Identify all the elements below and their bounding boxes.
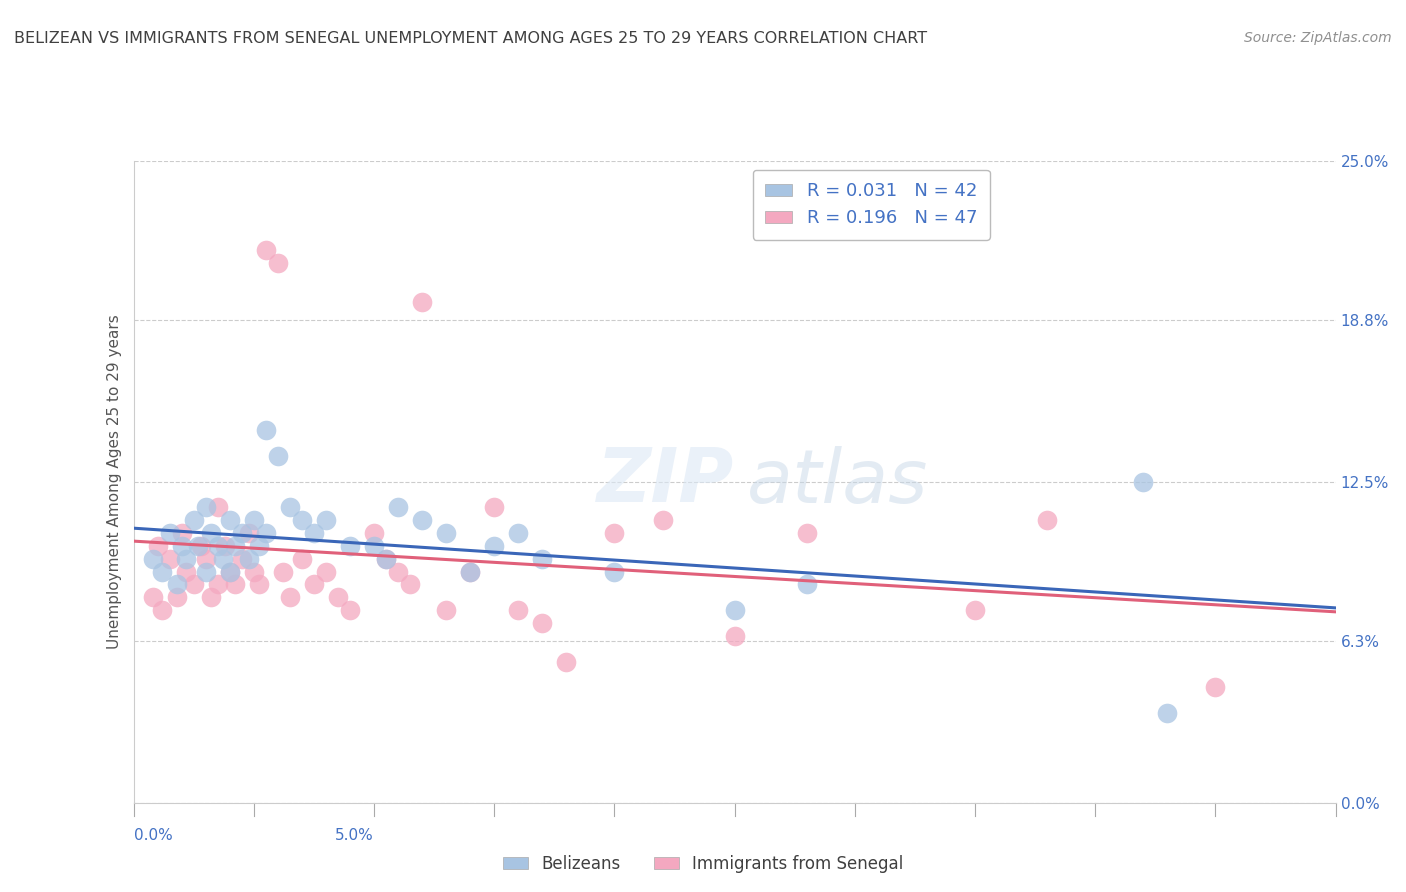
Legend: Belizeans, Immigrants from Senegal: Belizeans, Immigrants from Senegal [496,848,910,880]
Point [194,551,217,566]
Point [214,539,236,553]
Point [302,526,325,541]
Point [723,603,745,617]
Point [267,449,290,463]
Point [434,526,457,541]
Point [375,551,398,566]
Point [399,577,422,591]
Point [531,615,554,630]
Point [278,591,301,605]
Point [211,551,233,566]
Point [315,513,337,527]
Point [796,526,818,541]
Point [363,539,385,553]
Point [207,500,229,515]
Point [411,513,433,527]
Point [247,539,270,553]
Y-axis label: Unemployment Among Ages 25 to 29 years: Unemployment Among Ages 25 to 29 years [107,314,122,649]
Point [183,513,205,527]
Point [651,513,673,527]
Point [965,603,987,617]
Point [190,539,212,553]
Point [302,577,325,591]
Point [183,577,205,591]
Point [166,591,188,605]
Point [278,500,301,515]
Point [484,539,506,553]
Point [1132,475,1154,489]
Text: atlas: atlas [747,446,928,517]
Point [267,256,290,270]
Point [238,526,260,541]
Point [194,500,217,515]
Point [434,603,457,617]
Text: BELIZEAN VS IMMIGRANTS FROM SENEGAL UNEMPLOYMENT AMONG AGES 25 TO 29 YEARS CORRE: BELIZEAN VS IMMIGRANTS FROM SENEGAL UNEM… [14,31,927,46]
Point [387,565,409,579]
Point [207,577,229,591]
Point [218,565,240,579]
Point [152,565,174,579]
Point [238,551,260,566]
Point [1156,706,1178,720]
Point [166,577,188,591]
Point [254,244,277,258]
Point [363,526,385,541]
Point [291,551,314,566]
Point [218,513,240,527]
Point [187,539,209,553]
Point [142,591,165,605]
Legend: R = 0.031   N = 42, R = 0.196   N = 47: R = 0.031 N = 42, R = 0.196 N = 47 [752,169,990,240]
Point [339,603,361,617]
Point [176,565,198,579]
Point [218,565,240,579]
Point [194,565,217,579]
Point [508,526,530,541]
Point [555,655,578,669]
Point [200,526,222,541]
Point [326,591,349,605]
Point [207,539,229,553]
Point [339,539,361,553]
Text: 5.0%: 5.0% [335,829,374,844]
Point [152,603,174,617]
Point [458,565,481,579]
Point [247,577,270,591]
Point [484,500,506,515]
Point [170,526,193,541]
Point [243,565,266,579]
Point [231,551,253,566]
Point [142,551,165,566]
Point [531,551,554,566]
Point [200,591,222,605]
Point [176,551,198,566]
Point [315,565,337,579]
Point [254,526,277,541]
Point [1204,680,1226,694]
Point [224,577,246,591]
Text: Source: ZipAtlas.com: Source: ZipAtlas.com [1244,31,1392,45]
Point [231,526,253,541]
Point [159,551,181,566]
Point [254,423,277,437]
Point [291,513,314,527]
Point [458,565,481,579]
Point [508,603,530,617]
Point [603,565,626,579]
Point [224,539,246,553]
Point [1036,513,1059,527]
Text: ZIP: ZIP [598,445,734,518]
Point [411,294,433,309]
Point [387,500,409,515]
Point [170,539,193,553]
Point [243,513,266,527]
Point [796,577,818,591]
Point [375,551,398,566]
Point [146,539,169,553]
Point [603,526,626,541]
Text: 0.0%: 0.0% [134,829,173,844]
Point [271,565,294,579]
Point [723,629,745,643]
Point [159,526,181,541]
